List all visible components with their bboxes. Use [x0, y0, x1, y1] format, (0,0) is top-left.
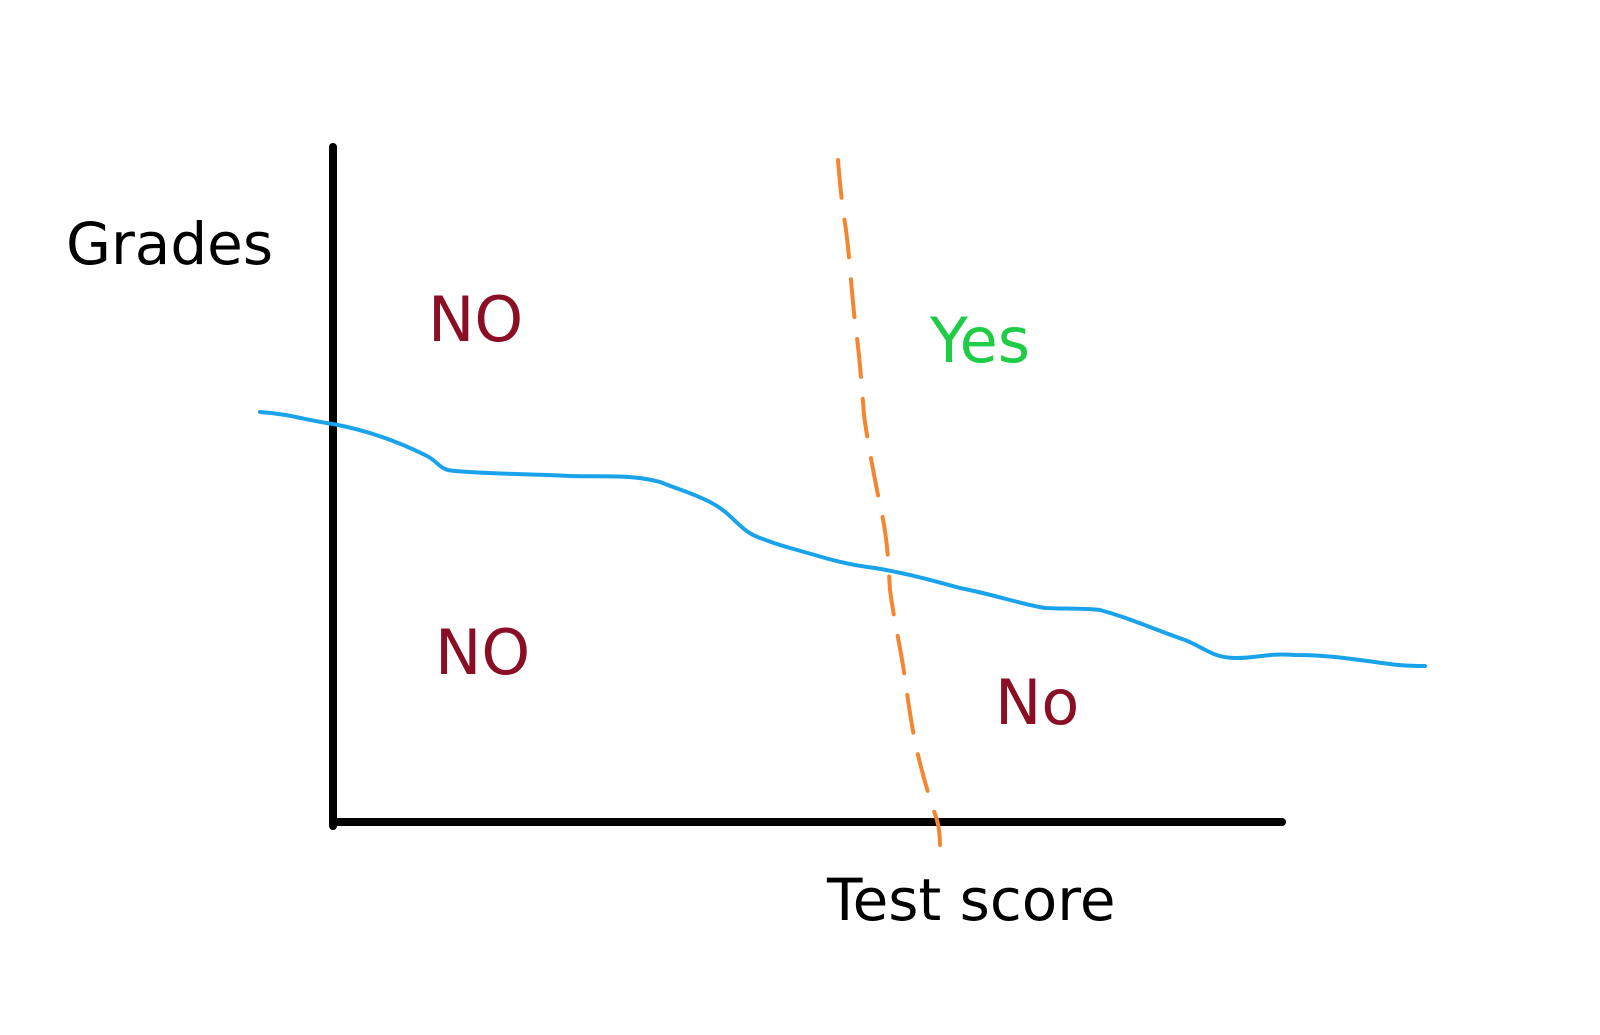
region-label-bottom-left: NO [435, 616, 530, 689]
region-label-bottom-right: No [995, 666, 1079, 739]
test-score-boundary-line [836, 158, 942, 847]
grades-boundary-line [258, 410, 1427, 668]
y-axis-label: Grades [66, 210, 273, 278]
region-label-top-left: NO [428, 283, 523, 356]
region-label-top-right: Yes [929, 304, 1030, 377]
x-axis-label: Test score [826, 866, 1116, 934]
